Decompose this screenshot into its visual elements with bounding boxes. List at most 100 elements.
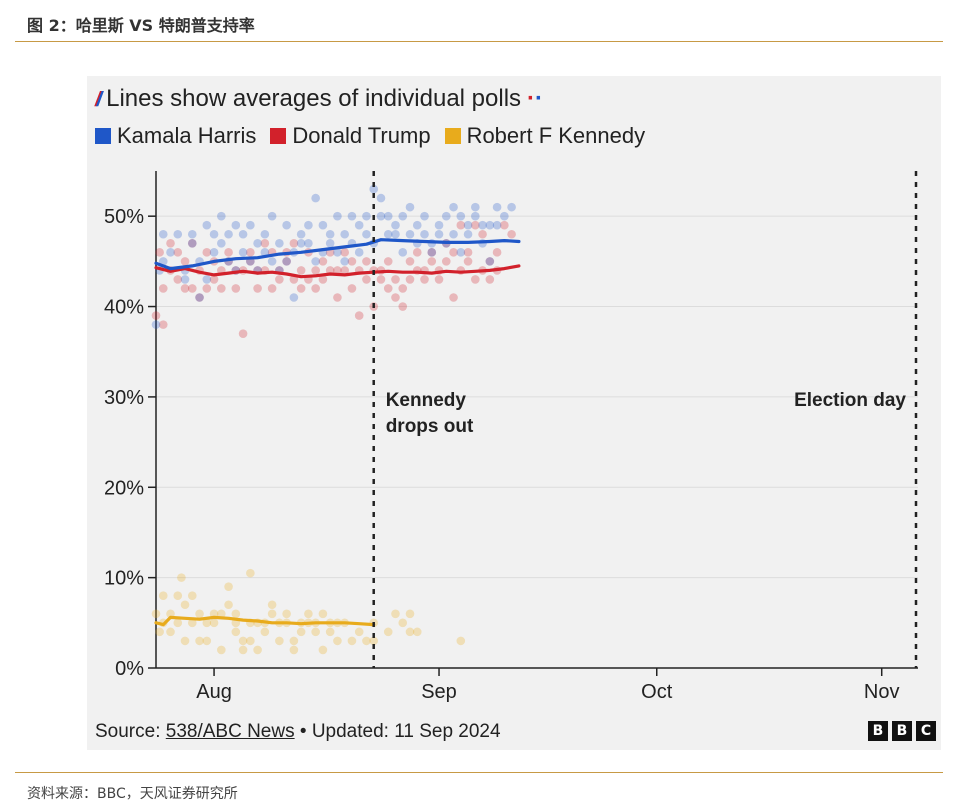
poll-dot [492,202,502,212]
figure-title: 图 2：哈里斯 VS 特朗普支持率 [27,16,255,35]
updated-text: • Updated: 11 Sep 2024 [294,721,501,742]
poll-dot [187,618,197,628]
poll-dot [383,627,393,637]
poll-dot [195,609,204,619]
poll-dot [187,229,197,239]
poll-dot [463,257,473,266]
poll-dot [151,311,161,320]
poll-dot [405,627,415,637]
poll-dot [267,284,277,293]
poll-dot [383,284,393,293]
poll-dot [158,320,168,329]
poll-dot [383,229,393,239]
poll-dot [253,645,262,655]
poll-dot [449,293,458,302]
poll-dot [333,293,342,302]
source-link[interactable]: 538/ABC News [165,721,295,742]
poll-dot [347,211,357,221]
poll-dot [354,311,364,320]
poll-dot [304,220,313,230]
poll-dot [217,211,226,221]
poll-dot [158,591,168,601]
poll-dot [507,229,516,239]
poll-dot [224,582,233,591]
poll-dot [456,248,466,257]
poll-dot [195,293,204,302]
poll-dot [434,220,444,230]
poll-dot [471,220,480,230]
poll-dot [217,609,226,619]
poll-dot [478,220,487,230]
poll-dot [304,609,313,619]
poll-dot [376,193,386,203]
poll-dot [180,257,190,266]
poll-dot [202,618,212,628]
poll-dot [383,257,393,266]
poll-dot [427,257,437,266]
poll-dot [412,248,422,257]
poll-dot [155,248,164,257]
source-label: Source: [95,721,166,742]
source-note: 资料来源：BBC，天风证券研究所 [27,786,238,802]
poll-dot [173,229,183,239]
poll-dot [267,600,277,610]
legend-item-trump: Donald Trump [270,123,431,149]
poll-dot [260,627,270,637]
poll-dot [187,238,197,248]
x-tick-label: Aug [196,681,232,703]
poll-dot [289,645,299,655]
x-tick-label: Nov [864,681,900,703]
poll-dot [449,202,458,212]
poll-dot [155,627,164,637]
poll-dot [391,229,400,239]
poll-dot [224,248,233,257]
poll-dot [202,275,212,284]
y-tick-label: 10% [104,568,144,590]
poll-dot [398,618,408,628]
poll-dot [325,229,335,239]
poll-dot [289,636,299,646]
poll-dot [217,238,226,248]
poll-dot [340,266,349,275]
poll-dot [398,284,408,293]
bbc-logo-letter: C [916,721,936,741]
x-tick-label: Sep [421,681,457,703]
average-line [154,264,521,279]
poll-dot [427,248,437,257]
poll-dot [246,568,255,578]
poll-dot [173,275,183,284]
poll-dot [180,600,190,610]
poll-dot [405,275,415,284]
poll-dot [238,248,248,257]
poll-dot [333,211,342,221]
poll-dot [376,211,386,221]
poll-dot [311,266,320,275]
legend-swatch-harris [95,128,111,144]
y-tick-label: 20% [104,477,144,499]
poll-dot [267,609,277,619]
legend-label-kennedy: Robert F Kennedy [466,123,646,148]
poll-dot [398,302,408,311]
poll-dot [354,248,364,257]
poll-dot [195,636,204,646]
poll-dot [354,627,364,637]
poll-dot [412,627,422,637]
poll-dot [347,636,357,646]
annotation-label: drops out [386,416,474,437]
poll-dot [282,609,291,619]
poll-dot [405,609,415,619]
poll-dot [296,627,306,637]
poll-dot [500,211,509,221]
poll-dot [202,636,212,646]
poll-dot [485,275,495,284]
poll-dot [340,257,349,266]
poll-dot [412,220,422,230]
poll-dot [456,636,466,646]
y-tick-label: 50% [104,206,144,228]
legend: Kamala Harris Donald Trump Robert F Kenn… [95,123,645,149]
poll-dot [282,220,291,230]
poll-dot [296,284,306,293]
poll-dot [449,229,458,239]
poll-dot [217,645,226,655]
dots-icon: ·· [527,85,544,112]
